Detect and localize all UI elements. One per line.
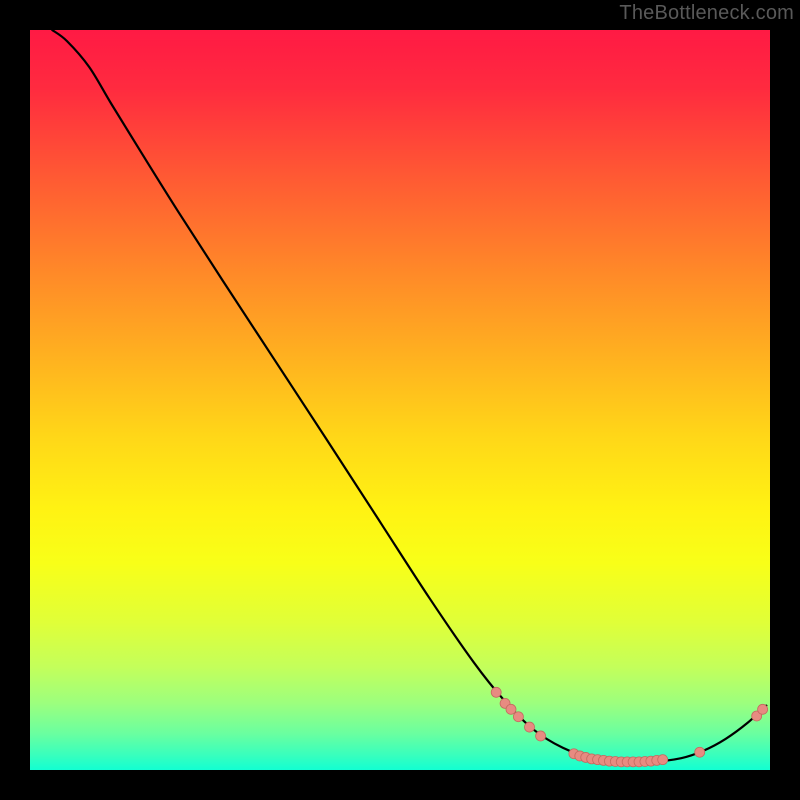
watermark-text: TheBottleneck.com — [619, 2, 794, 25]
chart-plot-area — [30, 30, 770, 770]
chart-marker — [695, 747, 705, 757]
chart-marker — [506, 704, 516, 714]
chart-marker — [525, 722, 535, 732]
chart-marker — [758, 704, 768, 714]
chart-svg-layer — [30, 30, 770, 770]
chart-marker — [513, 712, 523, 722]
chart-marker — [658, 755, 668, 765]
chart-marker — [491, 687, 501, 697]
chart-marker — [536, 731, 546, 741]
chart-curve — [52, 30, 766, 762]
chart-marker-group — [491, 687, 767, 767]
